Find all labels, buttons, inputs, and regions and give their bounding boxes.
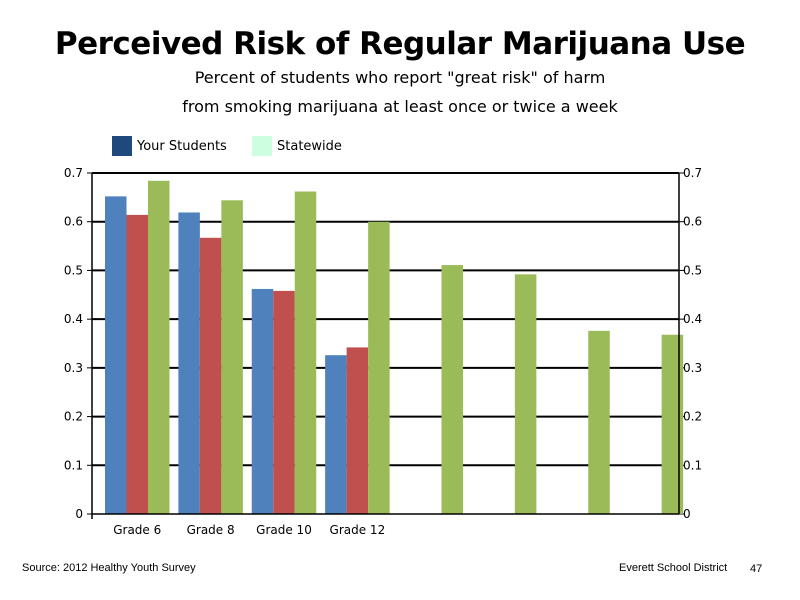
bar-series-1-grade-10 bbox=[273, 290, 295, 514]
y-tick-label-right: 0.2 bbox=[683, 410, 702, 424]
y-tick-label-right: 0.4 bbox=[683, 312, 702, 326]
y-tick-label-left: 0 bbox=[75, 507, 83, 521]
chart-subtitle-line-2: from smoking marijuana at least once or … bbox=[182, 97, 618, 116]
bar-series-2-grade-6 bbox=[148, 180, 170, 514]
x-tick-label: Grade 8 bbox=[187, 523, 235, 537]
y-tick-label-left: 0.3 bbox=[64, 361, 83, 375]
bar-series-2-grade-10 bbox=[294, 191, 317, 515]
page-number: 47 bbox=[750, 563, 763, 575]
chart-subtitle-line-1: Percent of students who report "great ri… bbox=[194, 68, 606, 87]
bar-series-2-grade-8 bbox=[221, 200, 243, 514]
legend-swatch-0 bbox=[112, 136, 132, 156]
bar-series-2-cat-5 bbox=[514, 274, 537, 514]
district-name: Everett School District bbox=[619, 562, 728, 574]
bar-series-1-grade-6 bbox=[126, 214, 148, 514]
bar-series-2-cat-7 bbox=[661, 334, 684, 514]
y-tick-label-right: 0.5 bbox=[683, 263, 702, 277]
y-tick-label-left: 0.1 bbox=[64, 458, 83, 472]
y-tick-label-right: 0.6 bbox=[683, 215, 702, 229]
y-tick-label-right: 0.1 bbox=[683, 458, 702, 472]
y-tick-label-left: 0.7 bbox=[64, 166, 83, 180]
bar-series-1-grade-8 bbox=[199, 237, 222, 515]
y-tick-label-right: 0.7 bbox=[683, 166, 702, 180]
y-tick-label-left: 0.2 bbox=[64, 410, 83, 424]
bar-series-0-grade-10 bbox=[251, 288, 274, 514]
bar-series-0-grade-12 bbox=[325, 355, 347, 514]
bar-series-1-grade-12 bbox=[346, 347, 369, 514]
chart-title: Perceived Risk of Regular Marijuana Use bbox=[54, 26, 746, 62]
legend-item-1: Statewide bbox=[252, 136, 342, 156]
x-tick-label: Grade 6 bbox=[113, 523, 161, 537]
bar-series-0-grade-6 bbox=[105, 196, 127, 514]
legend-item-0: Your Students bbox=[112, 136, 227, 156]
legend-swatch-1 bbox=[252, 136, 272, 156]
bar-series-2-cat-6 bbox=[588, 330, 610, 514]
legend-label-0: Your Students bbox=[137, 138, 227, 154]
legend-label-1: Statewide bbox=[277, 138, 342, 154]
source-note: Source: 2012 Healthy Youth Survey bbox=[22, 562, 196, 574]
y-tick-label-right: 0 bbox=[683, 507, 691, 521]
y-tick-label-left: 0.5 bbox=[64, 263, 83, 277]
bar-series-0-grade-8 bbox=[178, 212, 200, 515]
y-tick-label-left: 0.4 bbox=[64, 312, 83, 326]
x-tick-label: Grade 10 bbox=[256, 523, 312, 537]
x-tick-label: Grade 12 bbox=[330, 523, 386, 537]
bar-series-2-cat-4 bbox=[441, 265, 463, 514]
y-tick-label-left: 0.6 bbox=[64, 215, 83, 229]
y-tick-label-right: 0.3 bbox=[683, 361, 702, 375]
bar-series-2-grade-12 bbox=[368, 221, 390, 514]
